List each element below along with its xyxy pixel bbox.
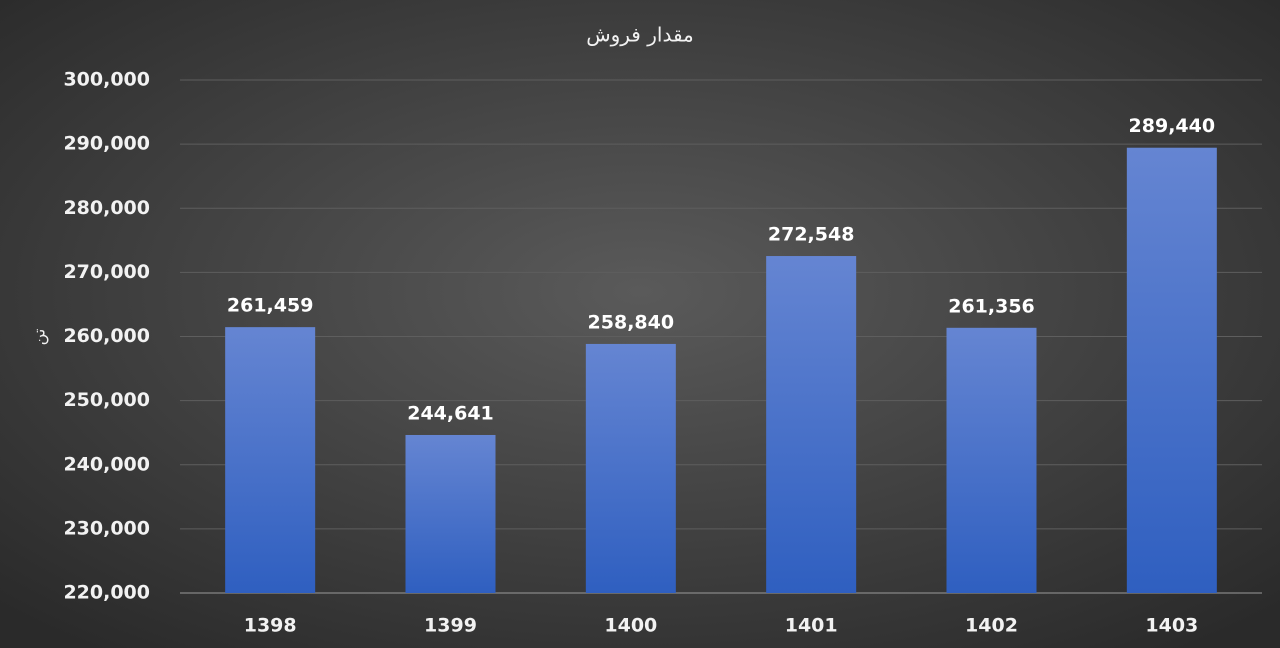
y-tick-label: 290,000 [63,133,150,155]
y-tick-label: 230,000 [63,517,150,539]
value-label: 258,840 [588,311,675,333]
bar [405,434,496,593]
x-tick-label: 1402 [965,615,1018,637]
y-tick-label: 260,000 [63,325,150,347]
value-label: 244,641 [407,402,494,424]
x-tick-label: 1398 [244,615,297,637]
bar [225,327,316,593]
y-tick-label: 280,000 [63,197,150,219]
bar [766,256,857,593]
y-tick-label: 250,000 [63,389,150,411]
y-axis-label: تن [30,329,50,346]
y-tick-label: 270,000 [63,261,150,283]
value-label: 261,459 [227,295,314,317]
x-tick-label: 1399 [424,615,477,637]
bar [946,327,1037,593]
value-label: 289,440 [1129,115,1216,137]
value-label: 272,548 [768,224,855,246]
bar [585,343,676,593]
x-tick-label: 1400 [604,615,657,637]
bar [1126,147,1217,593]
x-tick-label: 1403 [1145,615,1198,637]
value-label: 261,356 [948,295,1035,317]
y-tick-label: 220,000 [63,582,150,604]
y-tick-label: 300,000 [63,69,150,91]
chart-title: مقدار فروش [586,23,694,47]
y-tick-label: 240,000 [63,453,150,475]
x-tick-label: 1401 [785,615,838,637]
